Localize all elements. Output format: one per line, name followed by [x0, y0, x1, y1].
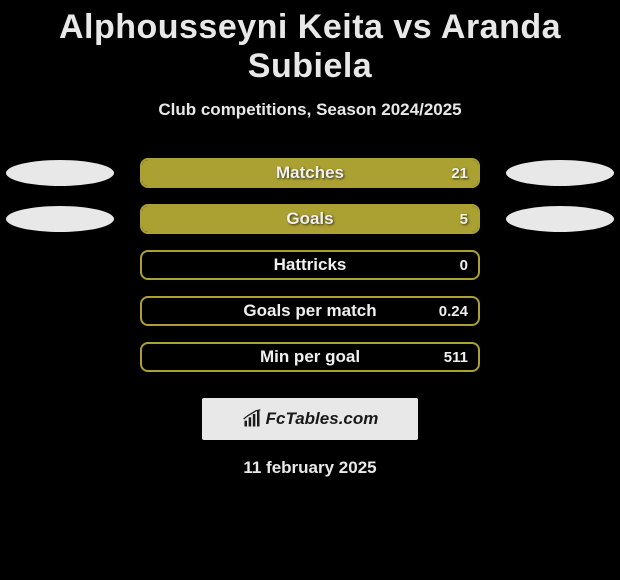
- page-title: Alphousseyni Keita vs Aranda Subiela: [0, 0, 620, 86]
- stat-row: Goals per match0.24: [0, 296, 620, 326]
- stat-bar-track: Min per goal511: [140, 342, 480, 372]
- stat-row: Min per goal511: [0, 342, 620, 372]
- ellipse-right: [506, 160, 614, 186]
- stat-row: Hattricks0: [0, 250, 620, 280]
- stat-row: Goals5: [0, 204, 620, 234]
- stat-value: 21: [451, 160, 468, 186]
- stat-bar-track: Goals per match0.24: [140, 296, 480, 326]
- stat-rows-container: Matches21 Goals5 Hattricks0 Goals per match…: [0, 158, 620, 372]
- ellipse-right: [506, 206, 614, 232]
- stat-label: Min per goal: [142, 344, 478, 370]
- stat-value: 0: [460, 252, 468, 278]
- stat-value: 5: [460, 206, 468, 232]
- stat-label: Goals per match: [142, 298, 478, 324]
- page-subtitle: Club competitions, Season 2024/2025: [0, 100, 620, 120]
- stat-value: 511: [444, 344, 468, 370]
- bar-chart-icon: [242, 409, 262, 429]
- stat-label: Goals: [142, 206, 478, 232]
- stat-label: Matches: [142, 160, 478, 186]
- date-text: 11 february 2025: [0, 458, 620, 478]
- stat-value: 0.24: [439, 298, 468, 324]
- stat-row: Matches21: [0, 158, 620, 188]
- stat-bar-track: Goals5: [140, 204, 480, 234]
- ellipse-left: [6, 160, 114, 186]
- stat-bar-track: Hattricks0: [140, 250, 480, 280]
- stat-bar-track: Matches21: [140, 158, 480, 188]
- stat-label: Hattricks: [142, 252, 478, 278]
- ellipse-left: [6, 206, 114, 232]
- logo-box: FcTables.com: [202, 398, 418, 440]
- logo-text: FcTables.com: [266, 409, 379, 429]
